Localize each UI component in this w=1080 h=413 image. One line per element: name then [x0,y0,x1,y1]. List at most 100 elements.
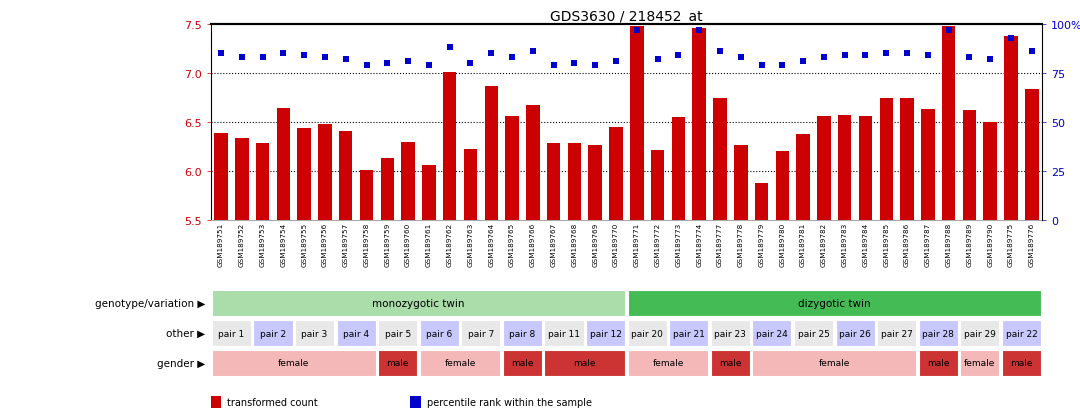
Text: female: female [444,358,476,368]
Bar [942,27,956,221]
Bar [422,166,435,221]
Text: female: female [652,358,684,368]
Bar [879,99,893,221]
Bar [1025,89,1039,221]
Bar [546,143,561,221]
Bar [380,159,394,221]
Text: pair 27: pair 27 [880,329,913,338]
Text: pair 23: pair 23 [714,329,746,338]
Text: pair 29: pair 29 [963,329,996,338]
Bar [734,145,747,221]
Bar [794,320,833,347]
Bar [859,117,873,221]
Bar [877,320,916,347]
Bar [919,320,958,347]
Text: pair 25: pair 25 [797,329,829,338]
Text: male: male [573,358,596,368]
Bar [360,171,374,221]
Text: GDS3630 / 218452_at: GDS3630 / 218452_at [550,10,703,24]
Text: pair 11: pair 11 [548,329,580,338]
Text: male: male [387,358,409,368]
Bar [503,320,542,347]
Bar [586,320,625,347]
Bar [672,118,685,221]
Bar [711,320,750,347]
Bar [796,134,810,221]
Text: pair 1: pair 1 [218,329,244,338]
Bar [921,110,934,221]
Text: male: male [511,358,534,368]
Bar [1004,36,1017,221]
Bar [984,123,997,221]
Bar [337,320,376,347]
Bar [544,350,625,376]
Bar [420,350,500,376]
Text: male: male [719,358,742,368]
Text: pair 4: pair 4 [343,329,369,338]
Bar [589,145,602,221]
Bar [568,143,581,221]
Bar [276,109,291,221]
Bar [339,131,352,221]
Bar [962,111,976,221]
Text: male: male [1010,358,1032,368]
Text: pair 26: pair 26 [839,329,872,338]
Bar [295,320,334,347]
Text: pair 6: pair 6 [427,329,453,338]
Text: female: female [278,358,310,368]
Text: monozygotic twin: monozygotic twin [373,299,464,309]
Bar [485,86,498,221]
Bar [838,116,851,221]
Bar [755,183,768,221]
Text: other ▶: other ▶ [166,328,205,338]
Text: male: male [927,358,949,368]
Bar [901,99,914,221]
Bar [463,150,477,221]
Bar [402,142,415,221]
Text: pair 7: pair 7 [468,329,494,338]
Text: pair 3: pair 3 [301,329,327,338]
Text: pair 5: pair 5 [384,329,410,338]
Text: transformed count: transformed count [227,397,318,407]
Text: pair 8: pair 8 [510,329,536,338]
Bar [319,125,332,221]
Text: pair 28: pair 28 [922,329,955,338]
Bar [235,138,248,221]
Text: genotype/variation ▶: genotype/variation ▶ [95,299,205,309]
Text: female: female [819,358,850,368]
Bar [753,350,916,376]
Bar [692,28,706,221]
Bar [461,320,500,347]
Bar [378,350,417,376]
Bar [505,117,518,221]
Text: gender ▶: gender ▶ [157,358,205,368]
Bar [212,350,376,376]
Text: female: female [964,358,996,368]
Bar [212,290,625,317]
Bar [420,320,459,347]
Bar [630,27,644,221]
Bar [1002,350,1041,376]
Bar [960,350,999,376]
Text: pair 2: pair 2 [260,329,286,338]
Text: pair 20: pair 20 [631,329,663,338]
Bar [919,350,958,376]
Bar [378,320,417,347]
Bar [627,290,1041,317]
Text: percentile rank within the sample: percentile rank within the sample [427,397,592,407]
Bar [1002,320,1041,347]
Bar [627,350,708,376]
Bar [254,320,293,347]
Text: pair 24: pair 24 [756,329,787,338]
Bar [711,350,750,376]
Bar [753,320,792,347]
Bar [627,320,666,347]
Bar [214,133,228,221]
Text: pair 21: pair 21 [673,329,705,338]
Bar [836,320,875,347]
Bar [818,117,831,221]
Bar [713,99,727,221]
Text: pair 22: pair 22 [1005,329,1037,338]
Bar [212,320,251,347]
Bar [503,350,542,376]
